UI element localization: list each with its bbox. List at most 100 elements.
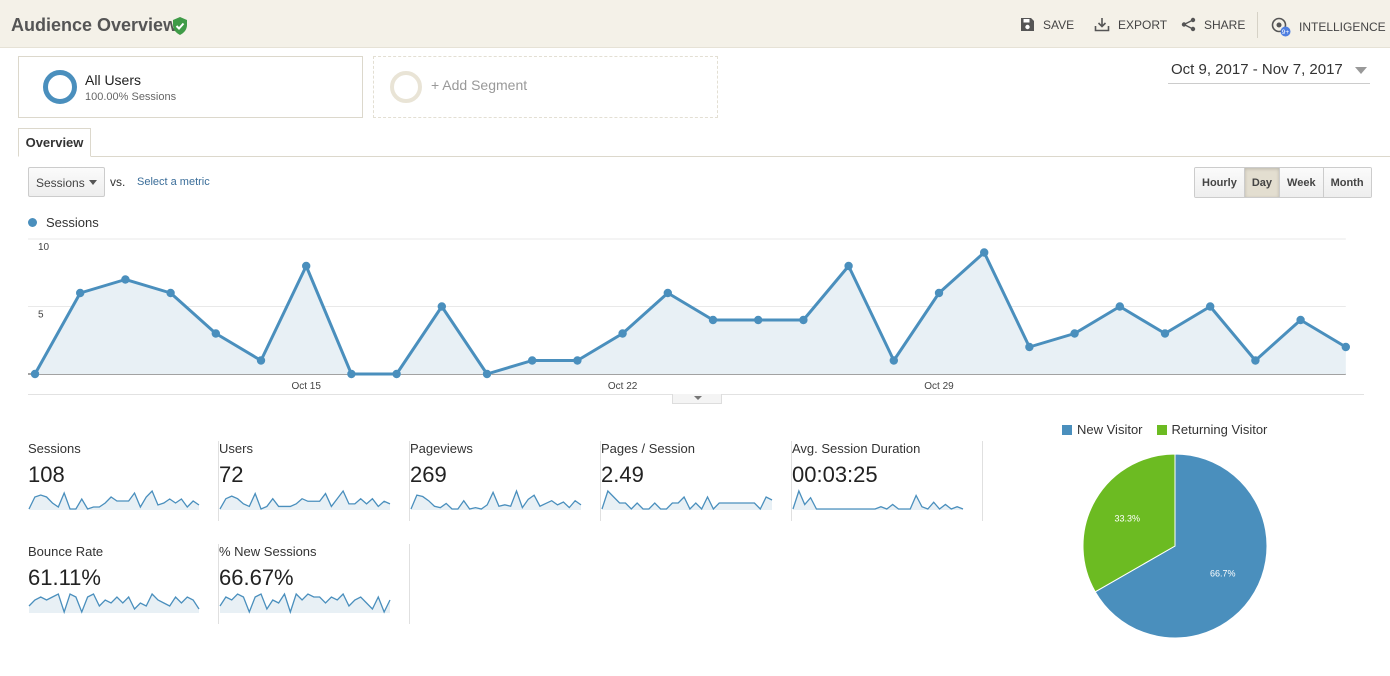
- metric-select-label: Sessions: [36, 176, 85, 190]
- metric-value: 00:03:25: [792, 462, 878, 487]
- data-point: [573, 356, 582, 365]
- intelligence-badge: 9+: [1282, 29, 1290, 36]
- caret-down-icon: [694, 396, 702, 400]
- data-point: [663, 288, 672, 298]
- sparkline-line: [601, 489, 773, 511]
- sparkline-line: [28, 489, 200, 510]
- segment-name: All Users: [85, 72, 142, 88]
- data-point: [482, 369, 492, 379]
- metric-avg-session-duration: Avg. Session Duration 00:03:25: [792, 441, 983, 521]
- metric-sparkline: [28, 592, 200, 615]
- tab-overview[interactable]: Overview: [18, 128, 91, 157]
- pie-slice: [1094, 454, 1268, 639]
- legend-swatch: [1062, 424, 1072, 435]
- pie-slice: [1082, 454, 1176, 593]
- granularity-week-button[interactable]: Week: [1279, 168, 1323, 197]
- select-metric-link[interactable]: Select a metric: [137, 176, 210, 188]
- toolbar-divider: [1257, 12, 1258, 38]
- data-point: [211, 329, 220, 338]
- data-point: [618, 329, 627, 338]
- metric-value: 108: [28, 462, 65, 487]
- series-line: [33, 251, 1347, 376]
- chart-collapse-toggle[interactable]: [672, 394, 722, 404]
- granularity-toggle: Hourly Day Week Month: [1194, 167, 1372, 198]
- date-range-text: Oct 9, 2017 - Nov 7, 2017: [1171, 61, 1343, 78]
- data-point: [708, 315, 718, 325]
- metric-label: Sessions: [28, 441, 81, 456]
- granularity-day-button[interactable]: Day: [1243, 168, 1280, 197]
- metric-value: 2.49: [601, 462, 644, 487]
- data-point: [302, 261, 311, 271]
- date-range-picker[interactable]: Oct 9, 2017 - Nov 7, 2017: [1168, 58, 1370, 84]
- metric-pageviews: Pageviews 269: [410, 441, 601, 521]
- segment-all-users[interactable]: All Users 100.00% Sessions: [18, 56, 363, 118]
- sparkline-line: [410, 489, 582, 510]
- metric-pages-per-session: Pages / Session 2.49: [601, 441, 792, 521]
- sparkline-line: [219, 489, 391, 510]
- chart-legend: Sessions: [28, 215, 99, 230]
- legend-item-new-visitor[interactable]: New Visitor: [1062, 422, 1143, 437]
- export-button[interactable]: EXPORT: [1094, 17, 1167, 32]
- data-point: [76, 288, 85, 298]
- y-tick-label: 10: [38, 242, 50, 253]
- data-point: [844, 261, 853, 271]
- share-icon: [1181, 17, 1196, 32]
- add-segment-label: + Add Segment: [431, 77, 528, 93]
- metric-select[interactable]: Sessions: [28, 167, 105, 197]
- data-point: [1070, 329, 1079, 338]
- save-label: SAVE: [1043, 17, 1075, 32]
- data-point: [1115, 302, 1125, 311]
- share-button[interactable]: SHARE: [1181, 17, 1245, 32]
- x-tick-label: Oct 15: [291, 381, 321, 392]
- data-point: [1251, 356, 1260, 365]
- metric-value: 61.11%: [28, 565, 101, 590]
- x-tick-label: Oct 22: [608, 381, 638, 392]
- granularity-hourly-button[interactable]: Hourly: [1195, 168, 1244, 197]
- page-title: Audience Overview: [11, 15, 178, 35]
- metric-label: Pageviews: [410, 441, 473, 456]
- legend-swatch: [1156, 424, 1167, 435]
- data-point: [347, 369, 356, 379]
- segment-ring-icon: [43, 70, 77, 104]
- intelligence-icon: 9+: [1271, 17, 1291, 37]
- metric-label: % New Sessions: [219, 544, 317, 559]
- metric-sparkline: [219, 489, 391, 510]
- pie-legend: New Visitor Returning Visitor: [1062, 422, 1267, 437]
- download-icon: [1094, 18, 1110, 32]
- metric-new-sessions: % New Sessions 66.67%: [219, 544, 410, 624]
- metric-bounce-rate: Bounce Rate 61.11%: [28, 544, 219, 624]
- add-segment-button[interactable]: + Add Segment: [373, 56, 718, 118]
- y-tick-label: 5: [38, 310, 44, 321]
- save-button[interactable]: SAVE: [1020, 17, 1074, 32]
- legend-item-returning-visitor[interactable]: Returning Visitor: [1156, 422, 1267, 437]
- vs-label: vs.: [110, 175, 126, 189]
- chevron-down-icon: [1355, 67, 1367, 74]
- metric-label: Pages / Session: [601, 441, 695, 456]
- chevron-down-icon: [89, 180, 97, 185]
- data-point: [30, 369, 40, 379]
- metric-users: Users 72: [219, 441, 410, 521]
- verified-shield-icon: [173, 17, 187, 35]
- data-point: [934, 288, 944, 298]
- data-point: [754, 315, 763, 325]
- metric-sparkline: [28, 489, 200, 510]
- segment-subtitle: 100.00% Sessions: [85, 91, 177, 103]
- report-header: Audience Overview SAVE EXPORT SHARE: [0, 0, 1390, 48]
- data-point: [980, 248, 989, 257]
- share-label: SHARE: [1204, 17, 1246, 32]
- granularity-month-button[interactable]: Month: [1322, 168, 1371, 197]
- data-point: [166, 288, 175, 298]
- metric-value: 72: [219, 462, 244, 487]
- data-point: [1296, 315, 1305, 325]
- data-point: [437, 302, 446, 311]
- metric-sparkline: [219, 592, 391, 615]
- metric-sessions: Sessions 108: [28, 441, 219, 521]
- data-point: [889, 356, 898, 365]
- metric-label: Avg. Session Duration: [792, 441, 921, 456]
- pie-slice-label: 66.7%: [1210, 569, 1236, 579]
- tab-divider: [18, 156, 1390, 157]
- sparkline-area: [29, 594, 199, 613]
- metric-sparkline: [410, 489, 582, 510]
- intelligence-button[interactable]: 9+ INTELLIGENCE: [1271, 17, 1386, 37]
